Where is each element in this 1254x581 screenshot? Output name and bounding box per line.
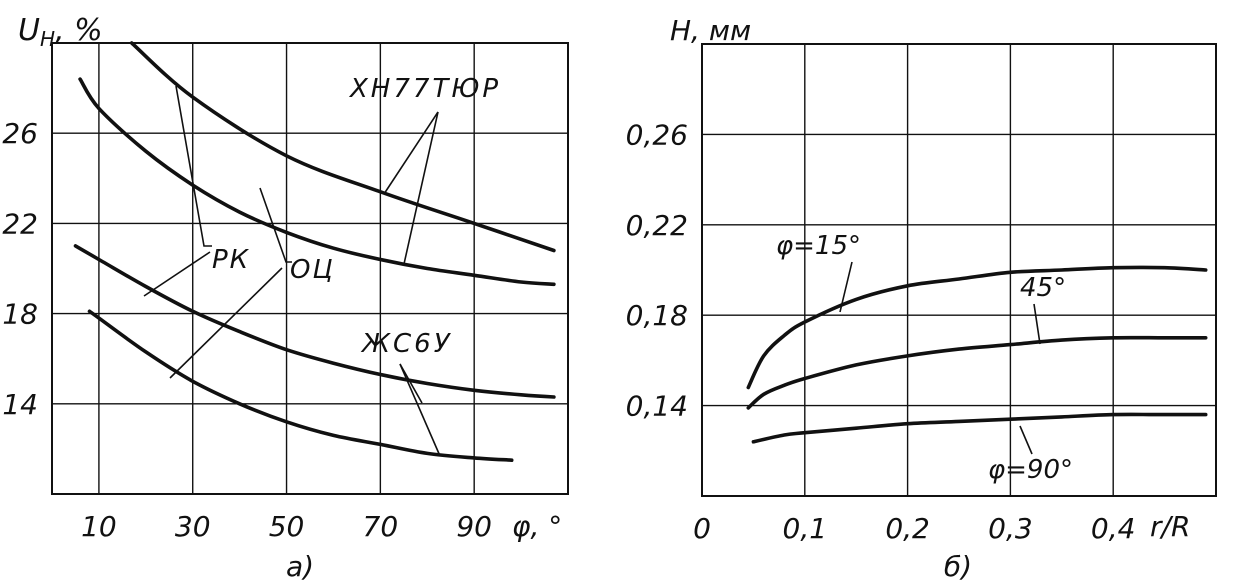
x-tick-label: 0,3 — [988, 512, 1033, 545]
panel-b-xlabel: r/R — [1150, 510, 1190, 543]
panel-a-ylabel: UН, % — [18, 13, 103, 51]
leader-zhs-2 — [399, 363, 441, 457]
panel-a-series — [73, 41, 556, 462]
series-label-phi15: φ=15° — [776, 231, 861, 261]
y-tick-label: 14 — [2, 388, 38, 421]
panel-a-ylabel-main: U — [18, 13, 40, 48]
series-line — [746, 335, 1208, 410]
panel-a-grid — [52, 43, 568, 494]
leader-rk-1 — [175, 85, 212, 247]
leader-lines — [143, 85, 441, 457]
panel-a-tick-labels: 10 30 50 70 90 14 18 22 26 — [2, 117, 492, 543]
x-tick-label: 0,1 — [783, 512, 828, 545]
panel-a-frame — [51, 42, 569, 495]
annotation-rk: РК — [212, 245, 250, 275]
panel-a: 10 30 50 70 90 14 18 22 26 UН, % φ, ° а) ХН77ТЮР… — [2, 13, 569, 581]
annotation-ots: ОЦ — [290, 255, 335, 285]
leader-xn-1 — [383, 111, 439, 195]
x-tick-label: 90 — [456, 510, 492, 543]
x-tick-label: 0 — [693, 512, 711, 545]
panel-b-grid — [702, 44, 1216, 496]
y-tick-label: 26 — [2, 117, 38, 150]
y-tick-label: 0,26 — [626, 118, 688, 151]
y-tick-label: 0,22 — [626, 209, 688, 242]
panel-a-panel-label: а) — [286, 550, 314, 581]
leader-phi15 — [839, 261, 853, 313]
leader-ots-1 — [259, 187, 292, 263]
leader-xn-2 — [403, 111, 439, 265]
y-tick-label: 0,18 — [626, 299, 688, 332]
leader-ots-2 — [169, 267, 283, 379]
x-tick-label: 70 — [363, 510, 399, 543]
annotation-xn77tyur: ХН77ТЮР — [348, 74, 501, 104]
panel-b-panel-label: б) — [944, 550, 972, 581]
panel-b-frame — [701, 43, 1217, 497]
series-label-phi90: φ=90° — [988, 455, 1073, 485]
y-tick-label: 18 — [2, 298, 38, 331]
series-line — [87, 309, 514, 462]
leader-45 — [1033, 303, 1041, 345]
leader-phi90 — [1019, 425, 1033, 455]
panel-a-ylabel-unit: , % — [55, 13, 103, 48]
series-line — [73, 244, 556, 399]
panel-b-series — [746, 265, 1208, 444]
label-leaders — [839, 261, 1041, 455]
panel-b-ylabel: Н, мм — [670, 14, 751, 47]
y-tick-label: 0,14 — [626, 390, 688, 423]
x-tick-label: 0,4 — [1091, 512, 1136, 545]
x-tick-label: 50 — [269, 510, 305, 543]
panel-a-ylabel-sub: Н — [40, 27, 55, 51]
x-tick-label: 10 — [81, 510, 117, 543]
series-label-45: 45° — [1020, 273, 1066, 303]
leader-rk-2 — [143, 251, 211, 297]
annotation-zhs6u: ЖС6У — [360, 329, 453, 359]
panel-b: 0 0,1 0,2 0,3 0,40,140,180,220,26 Н, мм r/R … — [626, 14, 1217, 581]
series-line — [746, 265, 1208, 390]
y-tick-label: 22 — [2, 207, 38, 240]
series-line — [129, 41, 556, 253]
panel-b-tick-labels: 0 0,1 0,2 0,3 0,4 0,14 0,18 0,22 0,26 — [626, 118, 1136, 545]
panel-a-xlabel: φ, ° — [512, 510, 562, 543]
series-line — [751, 412, 1208, 444]
x-tick-label: 30 — [175, 510, 211, 543]
x-tick-label: 0,2 — [885, 512, 930, 545]
series-line — [78, 77, 556, 287]
